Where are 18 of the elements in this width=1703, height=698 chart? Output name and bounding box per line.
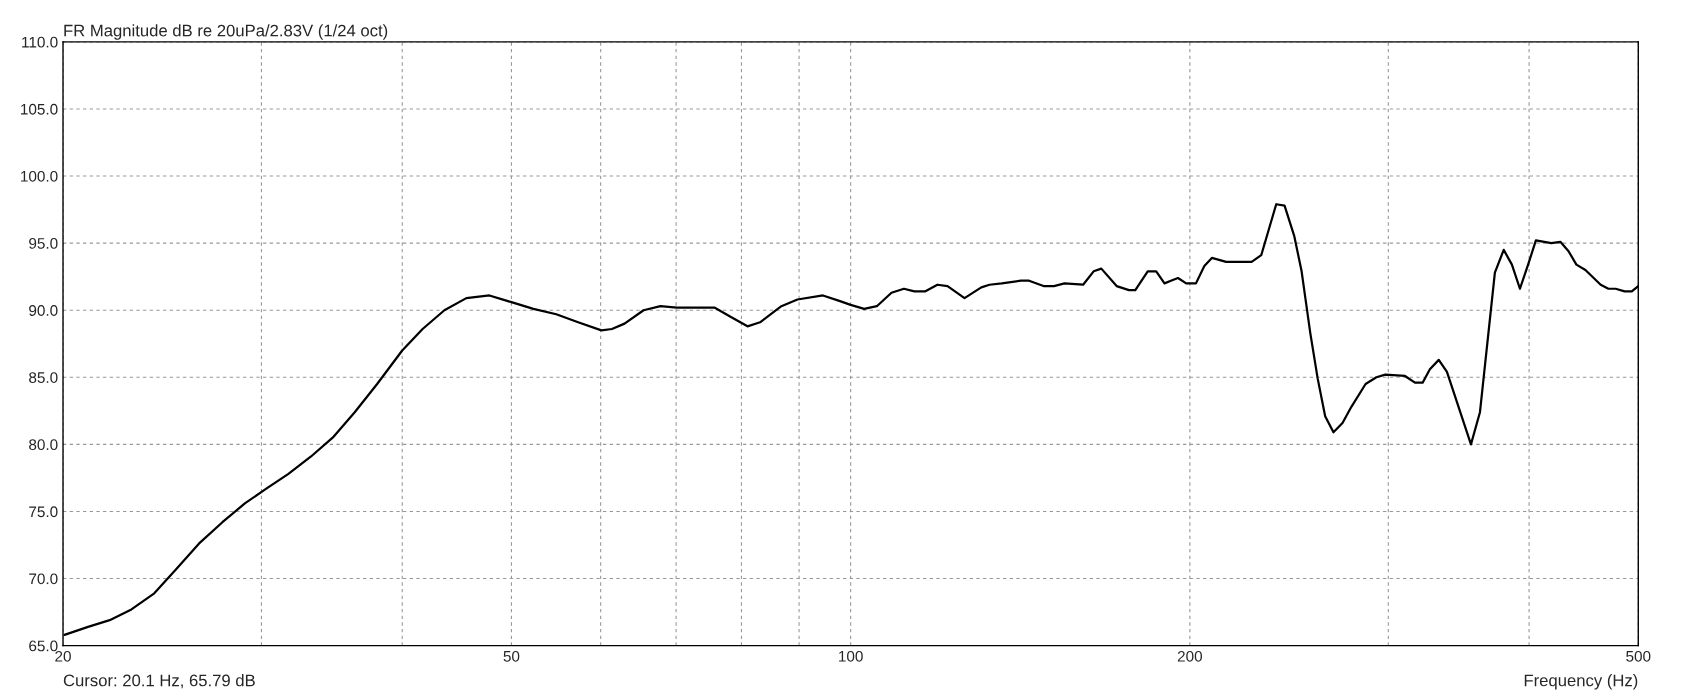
x-axis-title: Frequency (Hz): [1524, 674, 1638, 690]
x-tick-label: 100: [839, 650, 863, 662]
x-tick-label: 200: [1177, 650, 1203, 662]
y-tick-label: 105.0: [21, 103, 58, 115]
y-tick-label: 70.0: [29, 573, 58, 585]
y-tick-label: 95.0: [29, 238, 58, 249]
text: Cursor: 20.1 Hz, 65.79 dB: [63, 674, 255, 689]
chart-title: FR Magnitude dB re 20uPa/2.83V (1/24 oct): [64, 24, 388, 40]
y-tick-label: 90.0: [29, 305, 58, 316]
y-tick-label: 75.0: [29, 506, 58, 518]
y-tick-label: 80.0: [29, 439, 58, 451]
y-tick-label: 110.0: [22, 36, 58, 48]
x-tick-label: 50: [503, 650, 520, 662]
y-tick-label: 100.0: [21, 170, 58, 182]
x-tick-label: 20: [55, 650, 71, 662]
x-tick-label: 500: [1626, 650, 1651, 662]
y-tick-label: 65.0: [29, 640, 58, 652]
y-tick-label: 85.0: [29, 372, 58, 383]
